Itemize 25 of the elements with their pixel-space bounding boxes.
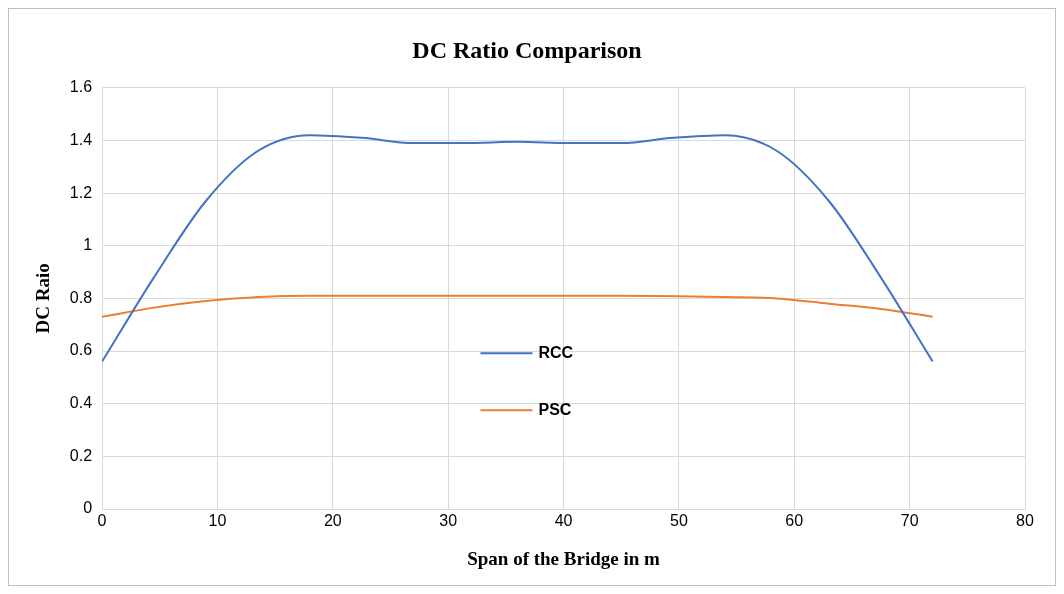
y-tick-label: 1: [83, 236, 93, 254]
y-tick-label: 1.4: [69, 130, 93, 148]
y-tick-label: 1.2: [69, 183, 93, 201]
y-tick-label: 0.8: [69, 288, 93, 306]
x-axis-title: Span of the Bridge in m: [467, 547, 661, 569]
legend-label: RCC: [538, 343, 574, 361]
line-series: [102, 294, 934, 318]
y-tick-label: 0.4: [69, 394, 93, 412]
x-tick-label: 40: [554, 512, 573, 530]
x-tick-label: 80: [1016, 512, 1034, 530]
y-tick-label: 1.6: [69, 78, 93, 96]
y-axis-title: DC Raio: [32, 263, 54, 334]
line-series: [102, 134, 934, 363]
x-tick-label: 30: [439, 512, 458, 530]
y-tick-label: 0.2: [69, 446, 93, 464]
chart-title: DC Ratio Comparison: [412, 36, 642, 63]
y-tick-label: 0: [83, 499, 93, 517]
x-tick-label: 0: [97, 512, 107, 530]
x-tick-label: 70: [900, 512, 919, 530]
y-tick-label: 0.6: [69, 341, 93, 359]
legend-label: PSC: [538, 400, 572, 418]
x-tick-label: 50: [669, 512, 688, 530]
x-tick-label: 20: [323, 512, 342, 530]
x-tick-label: 60: [785, 512, 804, 530]
x-tick-label: 10: [208, 512, 227, 530]
